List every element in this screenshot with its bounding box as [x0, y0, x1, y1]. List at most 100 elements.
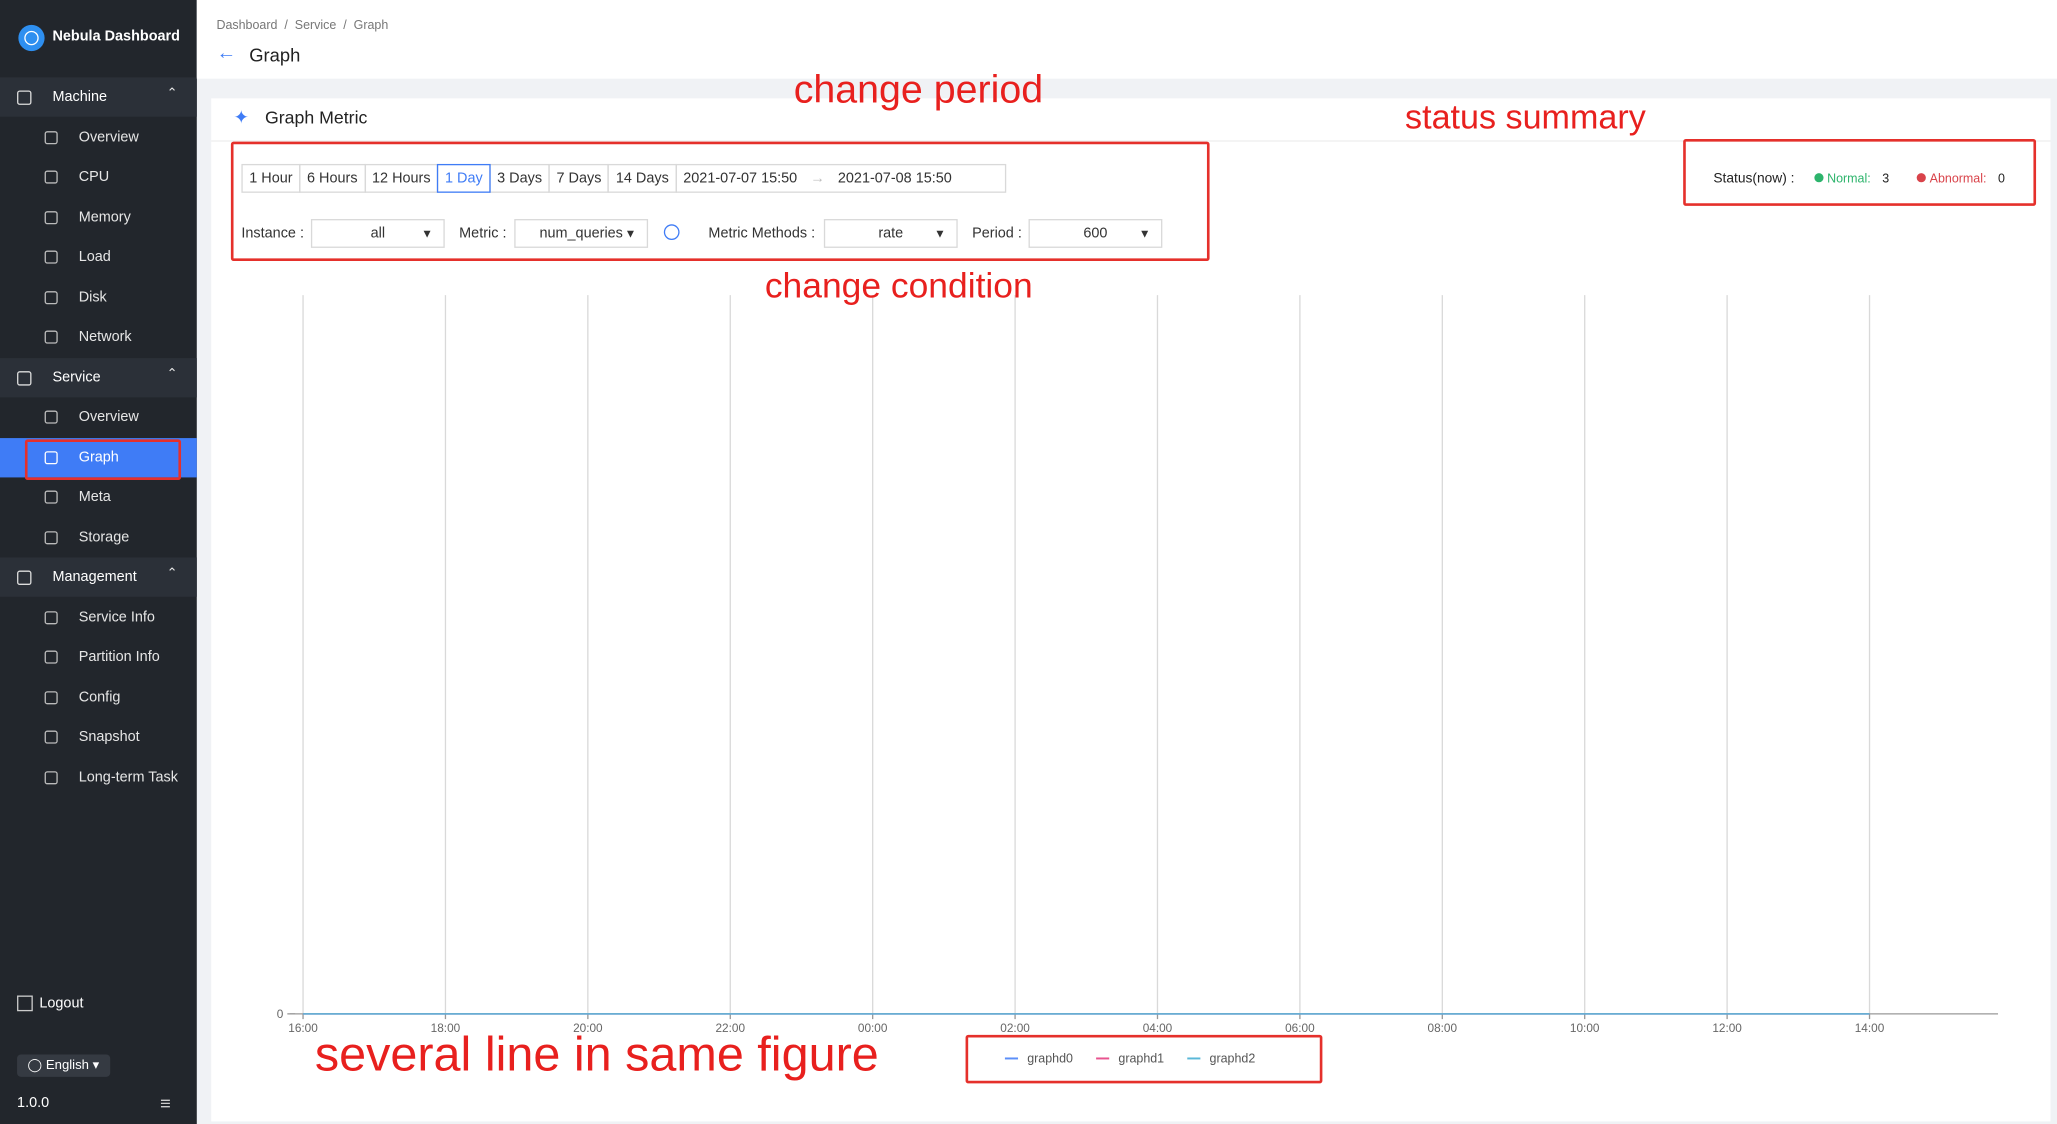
- nav-icon: [44, 170, 58, 184]
- page-title: Graph: [249, 44, 301, 66]
- nav-item[interactable]: Config: [0, 677, 197, 716]
- nav-icon: [44, 130, 58, 144]
- x-tick-label: 14:00: [1855, 1021, 1885, 1035]
- nav-item[interactable]: Load: [0, 237, 197, 276]
- logout-icon: [17, 995, 33, 1012]
- nav-icon: [44, 490, 58, 504]
- x-tick-label: 00:00: [858, 1021, 888, 1035]
- crumb[interactable]: Service: [294, 18, 337, 33]
- nav-item[interactable]: Network: [0, 317, 197, 356]
- filter-label: Instance :: [241, 225, 304, 242]
- x-tick-label: 02:00: [1000, 1021, 1030, 1035]
- nav-item[interactable]: Memory: [0, 197, 197, 236]
- select-value: all: [370, 225, 386, 242]
- date-range[interactable]: 2021-07-07 15:50 → 2021-07-08 15:50: [675, 163, 1006, 193]
- normal-label: Normal:: [1827, 171, 1871, 187]
- highlight-box: [1683, 139, 2037, 206]
- nav-label: Meta: [78, 489, 111, 505]
- filter-select[interactable]: 600 ▼: [1028, 219, 1163, 248]
- crumb[interactable]: Dashboard: [216, 18, 278, 33]
- panel: ✦ Graph Metric 1 Hour 6 Hours 12 Hours 1 Da…: [211, 98, 2051, 1122]
- nav-icon: [44, 610, 58, 624]
- filter-select[interactable]: all ▼: [310, 219, 445, 248]
- group-icon: [17, 370, 32, 385]
- group-title: Machine: [52, 89, 108, 105]
- annotation: status summary: [1405, 97, 1646, 137]
- filter-select[interactable]: num_queries ▼: [514, 219, 649, 248]
- nav-icon: [44, 770, 58, 784]
- group-title: Management: [52, 569, 137, 585]
- select-caret: ▼: [421, 226, 433, 241]
- nav-item[interactable]: Storage: [0, 517, 197, 556]
- highlight-box: [230, 141, 1210, 262]
- nav-icon: [44, 330, 58, 344]
- nav-item[interactable]: Overview: [0, 397, 197, 436]
- back-arrow[interactable]: ←: [216, 41, 237, 65]
- y-tick-label: 0: [277, 1007, 284, 1021]
- nav-group[interactable]: Management ⌃: [0, 557, 197, 597]
- nav-item[interactable]: Service Info: [0, 597, 197, 636]
- language: English: [45, 1058, 89, 1073]
- status-label: Status(now) :: [1713, 170, 1795, 187]
- nav-item[interactable]: CPU: [0, 157, 197, 196]
- nav-item[interactable]: Overview: [0, 117, 197, 156]
- nav-group[interactable]: Machine ⌃: [0, 77, 197, 117]
- select-caret: ▼: [934, 226, 946, 241]
- filter-select[interactable]: rate ▼: [823, 219, 958, 248]
- filter-label: Metric :: [459, 225, 507, 242]
- date-end: 2021-07-08 15:50: [837, 170, 952, 187]
- group-title: Service: [52, 369, 101, 385]
- select-value: num_queries: [539, 225, 623, 242]
- metric-icon: ✦: [233, 106, 249, 128]
- nav-item[interactable]: Long-term Task: [0, 757, 197, 796]
- language-select[interactable]: ◯ English ▾: [17, 1054, 110, 1077]
- version: 1.0.0: [17, 1095, 50, 1111]
- collapse-icon[interactable]: ≡: [160, 1092, 171, 1114]
- chevron: ⌃: [166, 86, 178, 101]
- select-caret: ▼: [1138, 226, 1151, 241]
- normal-dot: [1814, 173, 1824, 183]
- annotation: change condition: [764, 266, 1033, 306]
- logout[interactable]: Logout: [39, 995, 84, 1012]
- nav-icon: [44, 530, 58, 544]
- period-button[interactable]: 1 Day: [437, 163, 491, 193]
- logo: [18, 24, 45, 52]
- nav-label: Snapshot: [78, 729, 140, 745]
- status-summary: Status(now) : Normal: 3 Abnormal: 0: [1713, 171, 2005, 187]
- divider: [211, 140, 2051, 142]
- x-tick-label: 18:00: [431, 1021, 461, 1035]
- nav-label: Storage: [78, 529, 130, 545]
- x-tick-label: 06:00: [1285, 1021, 1315, 1035]
- legend-label: graphd1: [1118, 1051, 1164, 1065]
- info-icon[interactable]: [663, 224, 680, 241]
- panel-title: Graph Metric: [265, 107, 368, 128]
- nav-label: Long-term Task: [78, 769, 178, 785]
- x-tick-label: 10:00: [1570, 1021, 1600, 1035]
- crumb: Graph: [353, 18, 389, 33]
- nav-label: Network: [78, 329, 132, 345]
- select-value: rate: [878, 225, 904, 242]
- nav-label: Partition Info: [78, 649, 160, 665]
- x-tick-label: 22:00: [716, 1021, 746, 1035]
- chevron: ⌃: [166, 366, 178, 382]
- legend-label: graphd0: [1027, 1051, 1073, 1065]
- nav-item[interactable]: Snapshot: [0, 717, 197, 756]
- nav-icon: [44, 730, 58, 744]
- nav-label: Disk: [78, 289, 107, 305]
- nav-item[interactable]: Partition Info: [0, 637, 197, 676]
- select-caret: ▼: [624, 226, 637, 241]
- nav-group[interactable]: Service ⌃: [0, 357, 197, 397]
- nav-item[interactable]: Graph: [0, 437, 197, 477]
- normal-count: 3: [1882, 171, 1890, 187]
- nav-icon: [44, 250, 58, 264]
- nav-label: Overview: [78, 129, 139, 145]
- nav-icon: [44, 210, 58, 224]
- nav-item[interactable]: Meta: [0, 477, 197, 516]
- nav-icon: [44, 450, 58, 464]
- header: Dashboard / Service / Graph ← Graph: [196, 0, 2057, 79]
- nav-item[interactable]: Disk: [0, 277, 197, 316]
- nav-icon: [44, 410, 58, 424]
